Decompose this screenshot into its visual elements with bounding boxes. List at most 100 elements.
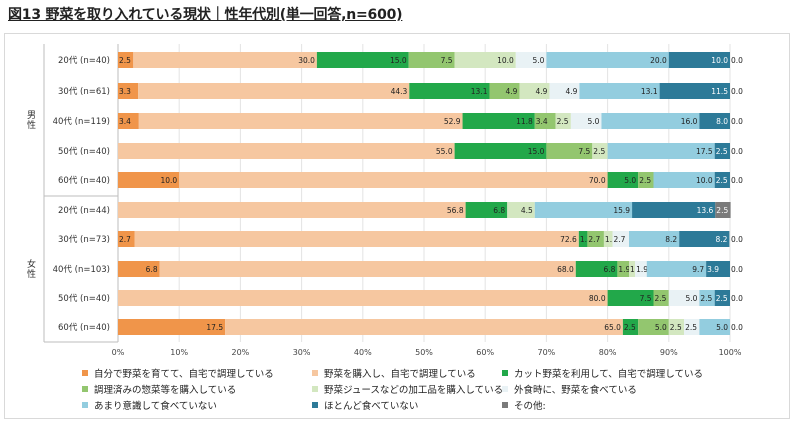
data-label: 56.8 — [447, 206, 464, 215]
data-label: 1.9 — [636, 265, 648, 274]
data-label: 2.5 — [685, 323, 697, 332]
data-label: 5.0 — [588, 117, 600, 126]
bar-segment — [587, 231, 604, 247]
data-label: 72.6 — [560, 235, 577, 244]
data-label: 4.9 — [566, 87, 578, 96]
bar-segment — [507, 202, 535, 218]
bar-segment — [179, 172, 608, 188]
data-label: 17.5 — [206, 323, 223, 332]
bar-segment — [118, 290, 608, 306]
data-label: 2.5 — [655, 294, 667, 303]
category-label: 60代 (n=40) — [58, 175, 110, 186]
x-tick-label: 90% — [660, 348, 678, 357]
bar-segment — [118, 113, 139, 129]
bar-segment — [635, 261, 647, 277]
data-label: 0.0 — [731, 265, 743, 274]
bar-segment — [579, 83, 660, 99]
category-label: 50代 (n=40) — [58, 146, 110, 157]
bar-segment — [575, 261, 618, 277]
data-label: 4.9 — [536, 87, 548, 96]
legend-label: ほとんど食べていない — [324, 401, 419, 412]
legend-label: 外食時に、野菜を食べている — [514, 385, 637, 396]
data-label: 2.5 — [557, 117, 569, 126]
bar-segment — [629, 231, 680, 247]
bar-segment — [465, 202, 508, 218]
bar-segment — [653, 172, 715, 188]
category-label: 40代 (n=119) — [53, 116, 110, 127]
legend-item: 調理済みの惣菜等を購入している — [82, 382, 236, 396]
x-tick-label: 50% — [415, 348, 433, 357]
data-label: 80.0 — [589, 294, 606, 303]
x-tick-label: 100% — [719, 348, 742, 357]
data-label: 10.0 — [160, 176, 177, 185]
legend-label: 野菜を購入し、自宅で調理している — [324, 369, 476, 380]
data-label: 5.0 — [716, 323, 728, 332]
data-label: 11.8 — [516, 117, 533, 126]
bar-segment — [629, 261, 636, 277]
legend-item: あまり意識して食べていない — [82, 398, 217, 412]
bar-segment — [118, 143, 455, 159]
legend-item: 野菜を購入し、自宅で調理している — [312, 366, 476, 380]
bar-segment — [699, 319, 730, 335]
data-label: 10.0 — [711, 56, 728, 65]
category-label: 20代 (n=40) — [58, 55, 110, 66]
bar-segment — [679, 231, 730, 247]
data-label: 2.5 — [716, 176, 728, 185]
data-label: 2.5 — [700, 294, 712, 303]
data-label: 17.5 — [696, 147, 713, 156]
bar-segment — [118, 231, 135, 247]
legend-swatch — [82, 402, 88, 408]
legend-swatch — [312, 370, 318, 376]
data-label: 2.7 — [613, 235, 625, 244]
x-tick-label: 10% — [170, 348, 188, 357]
data-label: 2.5 — [716, 206, 728, 215]
data-label: 3.3 — [119, 87, 131, 96]
bar-segment — [225, 319, 623, 335]
legend-swatch — [312, 386, 318, 392]
bar-segment — [138, 113, 463, 129]
bar-segment — [515, 52, 547, 68]
bar-segment — [592, 143, 608, 159]
data-label: 2.5 — [639, 176, 651, 185]
data-label: 65.0 — [604, 323, 621, 332]
data-label: 8.2 — [665, 235, 677, 244]
legend-swatch — [502, 386, 508, 392]
data-label: 0.0 — [731, 294, 743, 303]
bar-segment — [714, 172, 730, 188]
bar-segment — [638, 319, 669, 335]
bar-segment — [603, 231, 613, 247]
legend-label: あまり意識して食べていない — [94, 401, 217, 412]
category-label: 20代 (n=44) — [58, 205, 110, 216]
category-label: 30代 (n=61) — [58, 86, 110, 97]
x-tick-label: 0% — [112, 348, 125, 357]
data-label: 1.4 — [605, 235, 617, 244]
data-label: 4.9 — [506, 87, 518, 96]
category-label: 40代 (n=103) — [53, 264, 110, 275]
bar-segment — [462, 113, 535, 129]
data-label: 5.0 — [685, 294, 697, 303]
bar-segment — [570, 113, 602, 129]
data-label: 5.0 — [655, 323, 667, 332]
bar-segment — [684, 319, 700, 335]
data-label: 6.8 — [146, 265, 158, 274]
data-label: 52.9 — [444, 117, 461, 126]
legend-label: 調理済みの惣菜等を購入している — [94, 385, 237, 396]
data-label: 9.7 — [692, 265, 704, 274]
x-tick-label: 30% — [293, 348, 311, 357]
bar-segment — [519, 83, 550, 99]
bar-segment — [653, 290, 669, 306]
category-label: 30代 (n=73) — [58, 234, 110, 245]
bar-segment — [617, 261, 630, 277]
legend-item: その他: — [502, 398, 546, 412]
bar-segment — [534, 202, 633, 218]
x-tick-label: 20% — [232, 348, 250, 357]
bar-segment — [454, 143, 547, 159]
bar-segment — [601, 113, 700, 129]
legend-item: 外食時に、野菜を食べている — [502, 382, 637, 396]
legend-item: カット野菜を利用して、自宅で調理している — [502, 366, 703, 380]
data-label: 3.4 — [119, 117, 131, 126]
bar-segment — [118, 319, 226, 335]
data-label: 15.0 — [390, 56, 407, 65]
bar-segment — [534, 113, 556, 129]
data-label: 0.0 — [731, 176, 743, 185]
